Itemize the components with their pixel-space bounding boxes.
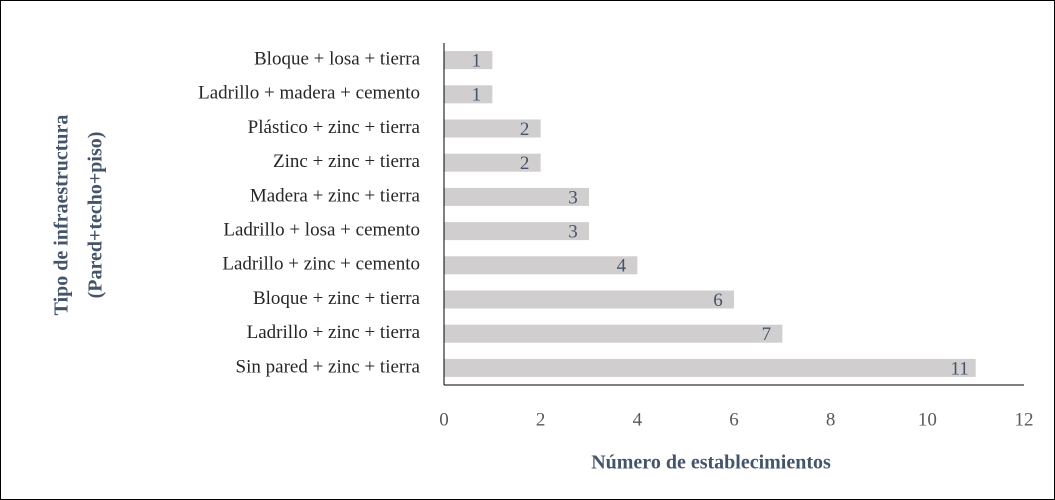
- data-label: 7: [762, 324, 772, 345]
- data-label: 2: [520, 119, 530, 140]
- y-tick-label: Ladrillo + madera + cemento: [198, 83, 420, 104]
- y-tick-label: Zinc + zinc + tierra: [273, 151, 421, 172]
- y-tick-label: Ladrillo + losa + cemento: [223, 219, 420, 240]
- y-tick-label: Bloque + losa + tierra: [254, 48, 421, 69]
- bar: [444, 85, 493, 104]
- data-label: 6: [713, 290, 723, 311]
- y-tick-label: Ladrillo + zinc + cemento: [222, 254, 420, 275]
- y-axis-title: (Pared+techo+piso): [85, 132, 107, 299]
- y-axis-title: Tipo de infraestructura: [51, 115, 73, 316]
- data-label: 1: [472, 50, 482, 71]
- x-tick-label: 10: [918, 409, 937, 430]
- data-label: 11: [951, 358, 969, 379]
- x-tick-label: 6: [729, 409, 739, 430]
- bar: [444, 119, 541, 138]
- bar: [444, 222, 589, 241]
- x-tick-label: 8: [826, 409, 836, 430]
- y-tick-label: Madera + zinc + tierra: [250, 185, 421, 206]
- data-label: 4: [617, 256, 627, 277]
- x-tick-label: 12: [1015, 409, 1034, 430]
- data-label: 1: [472, 85, 482, 106]
- x-tick-label: 4: [633, 409, 643, 430]
- y-tick-label: Bloque + zinc + tierra: [253, 288, 421, 309]
- bar: [444, 358, 976, 377]
- bar: [444, 290, 734, 309]
- bar: [444, 153, 541, 172]
- x-axis-title: Número de establecimientos: [591, 452, 831, 474]
- x-tick-label: 0: [439, 409, 449, 430]
- y-tick-label: Sin pared + zinc + tierra: [236, 356, 421, 377]
- data-label: 3: [568, 187, 578, 208]
- x-tick-label: 2: [536, 409, 546, 430]
- y-tick-label: Ladrillo + zinc + tierra: [247, 322, 421, 343]
- bar: [444, 51, 493, 70]
- y-tick-label: Plástico + zinc + tierra: [248, 117, 421, 138]
- data-label: 3: [568, 221, 578, 242]
- bar: [444, 187, 589, 206]
- data-label: 2: [520, 153, 530, 174]
- bar: [444, 256, 638, 275]
- bar: [444, 324, 783, 343]
